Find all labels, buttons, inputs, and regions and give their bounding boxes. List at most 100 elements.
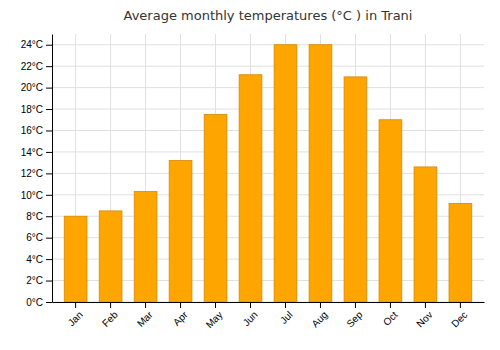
bar [239, 75, 262, 302]
x-tick-label: Nov [414, 309, 434, 329]
bar [64, 216, 87, 302]
x-tick-label: May [204, 309, 225, 330]
y-tick-mark [46, 152, 52, 153]
plot: 0°C 2°C 4°C 6°C 8°C 10°C 12°C 14°C 16°C 18°C 20°C 2… [21, 34, 485, 330]
x-tick-mark [285, 302, 286, 308]
y-tick: 4°C [26, 254, 52, 265]
y-tick-label: 16°C [21, 125, 43, 136]
y-tick-label: 22°C [21, 61, 43, 72]
x-tick-label: Feb [100, 309, 120, 329]
y-axis-line [52, 35, 53, 303]
x-tick-mark [110, 302, 111, 308]
y-tick: 2°C [26, 275, 52, 286]
x-tick-label: Oct [381, 309, 400, 328]
y-tick-mark [46, 195, 52, 196]
x-tick-label: Jan [66, 309, 85, 328]
bar [274, 45, 297, 302]
x-tick-mark [355, 302, 356, 308]
x-tick-label: Jul [278, 309, 295, 326]
y-grid-line [52, 151, 484, 152]
y-tick-mark [46, 216, 52, 217]
y-tick-label: 20°C [21, 82, 43, 93]
y-grid-line [52, 130, 484, 131]
x-axis: Jan Feb Mar Apr May Jun Jul Aug Sep Oct Nov Dec [53, 302, 485, 330]
x-tick-mark [145, 302, 146, 308]
y-tick: 20°C [21, 82, 52, 93]
x-tick-label: Mar [135, 309, 155, 329]
x-tick: Mar [135, 302, 155, 329]
y-tick-mark [46, 66, 52, 67]
x-tick-mark [75, 302, 76, 308]
x-tick-mark [250, 302, 251, 308]
chart: 0°C 2°C 4°C 6°C 8°C 10°C 12°C 14°C 16°C 18°C 20°C 2… [0, 0, 500, 350]
bar [169, 160, 192, 302]
y-tick-mark [46, 109, 52, 110]
x-tick-label: Jun [241, 309, 260, 328]
y-grid-line [52, 44, 484, 45]
x-tick-mark [425, 302, 426, 308]
y-tick: 6°C [26, 232, 52, 243]
grid [52, 34, 484, 302]
x-tick-mark [180, 302, 181, 308]
y-tick-label: 0°C [26, 297, 43, 308]
x-tick: Sep [344, 302, 365, 329]
bar [379, 120, 402, 302]
x-tick: Aug [309, 302, 329, 329]
x-tick-mark [390, 302, 391, 308]
y-grid-line [52, 87, 484, 88]
x-tick: May [204, 302, 225, 330]
y-tick: 24°C [21, 39, 52, 50]
x-tick-mark [460, 302, 461, 308]
y-tick: 16°C [21, 125, 52, 136]
y-tick-mark [46, 259, 52, 260]
y-tick: 10°C [21, 190, 52, 201]
x-tick-mark [215, 302, 216, 308]
y-tick-mark [46, 281, 52, 282]
y-tick-mark [46, 173, 52, 174]
bar [414, 167, 437, 302]
y-tick: 22°C [21, 61, 52, 72]
y-tick-mark [46, 88, 52, 89]
y-tick-label: 24°C [21, 39, 43, 50]
y-tick-mark [46, 302, 52, 303]
y-tick-label: 12°C [21, 168, 43, 179]
y-tick: 18°C [21, 104, 52, 115]
y-tick: 8°C [26, 211, 52, 222]
bars [64, 45, 472, 302]
x-tick-mark [320, 302, 321, 308]
bar [344, 77, 367, 302]
y-tick-mark [46, 238, 52, 239]
x-tick-label: Apr [171, 309, 190, 328]
x-axis-line [53, 302, 485, 303]
bar [309, 45, 332, 302]
y-tick-mark [46, 45, 52, 46]
y-tick: 14°C [21, 147, 52, 158]
y-tick-label: 14°C [21, 147, 43, 158]
bar [134, 192, 157, 302]
y-tick-label: 4°C [26, 254, 43, 265]
y-grid-line [52, 109, 484, 110]
x-tick-label: Sep [344, 309, 365, 330]
title: Average monthly temperatures (°C ) in Tr… [124, 8, 413, 23]
y-tick-label: 6°C [26, 232, 43, 243]
y-tick-mark [46, 130, 52, 131]
bar [99, 211, 122, 302]
y-axis: 0°C 2°C 4°C 6°C 8°C 10°C 12°C 14°C 16°C 18°C 20°C 2… [21, 35, 53, 308]
y-tick-label: 2°C [26, 275, 43, 286]
x-tick: Apr [171, 302, 190, 328]
x-tick-label: Aug [309, 309, 329, 329]
y-tick-label: 18°C [21, 104, 43, 115]
x-tick: Oct [381, 302, 400, 328]
x-tick: Jul [278, 302, 295, 326]
x-tick: Nov [414, 302, 434, 329]
y-tick-label: 8°C [26, 211, 43, 222]
bar [204, 114, 227, 302]
x-tick: Jun [241, 302, 260, 328]
x-tick: Dec [449, 302, 469, 329]
y-tick-label: 10°C [21, 190, 43, 201]
y-grid-line [52, 66, 484, 67]
bar [449, 203, 472, 302]
x-tick-label: Dec [449, 309, 469, 329]
y-tick: 0°C [26, 297, 52, 308]
x-tick: Jan [66, 302, 85, 328]
